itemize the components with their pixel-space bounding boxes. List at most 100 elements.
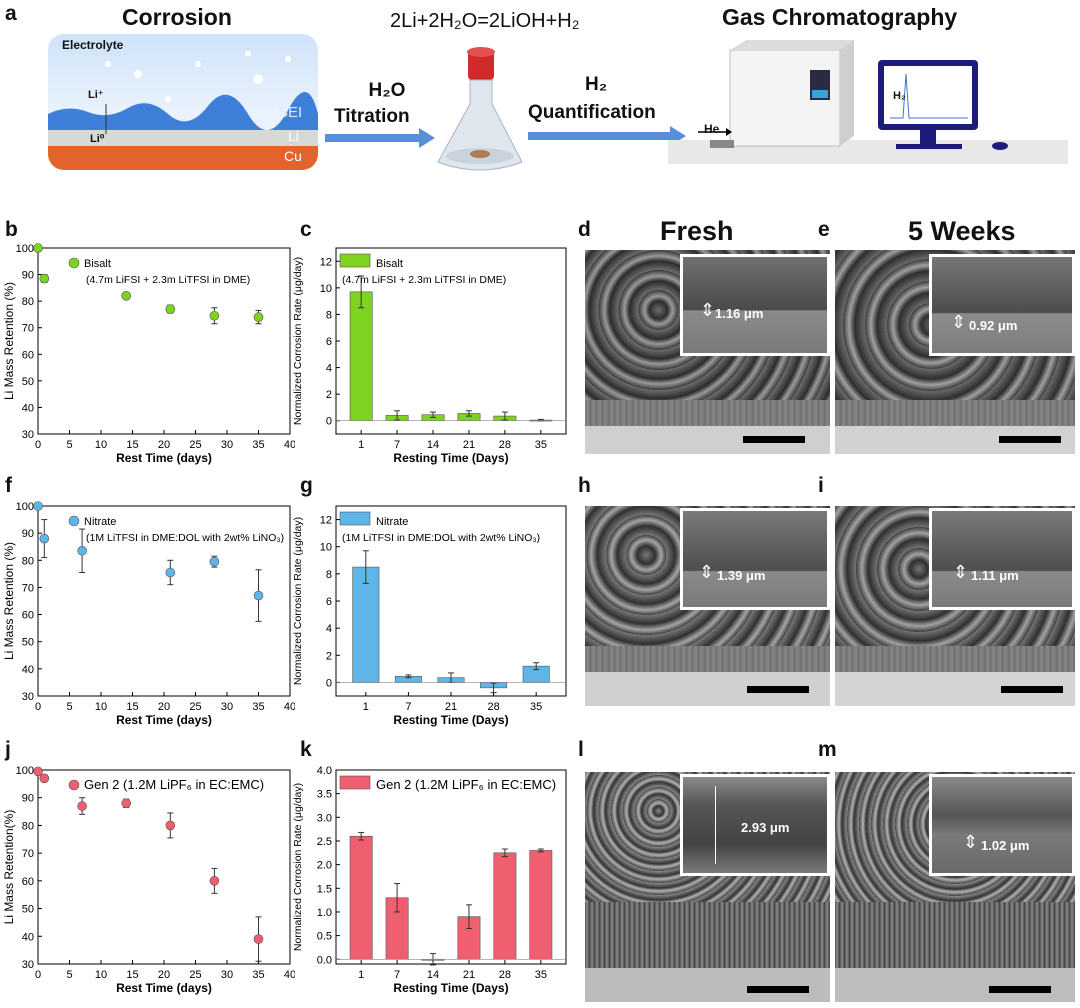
sem-image-i: 1.11 μm ⇕: [835, 506, 1075, 706]
y-tick-label: 60: [22, 876, 34, 888]
y-tick-label: 12: [320, 515, 332, 527]
legend-marker: [68, 515, 80, 527]
bar: [529, 850, 553, 960]
data-point: [77, 801, 87, 811]
y-tick-label: 0.0: [317, 954, 332, 966]
thickness-label-m: 1.02 μm: [981, 838, 1030, 853]
scale-bar: [1001, 686, 1063, 693]
legend-marker: [339, 253, 371, 268]
panel-label-e: e: [818, 218, 830, 241]
data-point: [165, 567, 176, 578]
data-point: [39, 533, 50, 544]
y-tick-label: 60: [22, 349, 34, 361]
x-tick-label: 10: [95, 701, 107, 713]
gc-title: Gas Chromatography: [722, 4, 958, 30]
arrow-right-icon: [528, 126, 686, 146]
x-tick-label: 7: [405, 701, 411, 713]
y-tick-label: 100: [16, 501, 34, 513]
x-tick-label: 28: [499, 439, 511, 451]
x-tick-label: 35: [252, 969, 264, 981]
y-tick-label: 4.0: [317, 765, 332, 777]
double-arrow-icon: ⇕: [953, 562, 969, 582]
x-tick-label: 15: [126, 969, 138, 981]
y-tick-label: 50: [22, 904, 34, 916]
data-point: [209, 876, 220, 886]
double-arrow-icon: [715, 786, 716, 864]
data-point: [165, 820, 176, 831]
x-axis-label: Resting Time (Days): [393, 981, 508, 995]
gc-instrument-graphic: [668, 40, 1068, 164]
x-tick-label: 40: [284, 969, 295, 981]
y-tick-label: 40: [22, 402, 34, 414]
y-axis-label: Normalized Corrosion Rate (μg/day): [292, 257, 304, 425]
legend-detail: (4.7m LiFSI + 2.3m LiTFSI in DME): [342, 274, 506, 286]
x-tick-label: 30: [221, 439, 233, 451]
flask-icon: [437, 47, 523, 171]
data-point: [121, 291, 131, 301]
sem-image-h: 1.39 μm ⇕: [585, 506, 830, 706]
reaction-equation: 2Li+2H₂O=2LiOH+H₂: [390, 10, 580, 32]
x-tick-label: 15: [126, 701, 138, 713]
data-point: [253, 590, 264, 601]
y-tick-label: 4: [326, 623, 332, 635]
legend-marker: [339, 511, 371, 526]
arrow-right-icon: [325, 128, 435, 148]
panel-label-d: d: [578, 218, 591, 241]
five-weeks-heading: 5 Weeks: [908, 216, 1016, 246]
data-point: [209, 310, 220, 321]
double-arrow-icon: ⇕: [700, 300, 716, 320]
data-point: [39, 773, 50, 784]
data-point: [33, 243, 43, 253]
y-axis-label: Normalized Corrosion Rate (μg/day): [292, 783, 304, 951]
y-tick-label: 70: [22, 582, 34, 594]
h2-label: H₂: [585, 74, 608, 95]
x-tick-label: 20: [158, 701, 170, 713]
data-point: [253, 934, 264, 944]
double-arrow-icon: ⇕: [951, 312, 967, 332]
x-tick-label: 21: [463, 439, 475, 451]
y-tick-label: 90: [22, 270, 34, 282]
x-tick-label: 21: [463, 969, 475, 981]
panel-label-b: b: [5, 218, 18, 241]
x-tick-label: 7: [394, 439, 400, 451]
x-tick-label: 30: [221, 969, 233, 981]
chart-k: 0.0 0.5 1.0 1.5 2.0 2.5 3.0 3.5 4.0 1 7 14 21 28 35 Gen…: [292, 765, 567, 995]
x-axis-label: Resting Time (Days): [393, 451, 508, 465]
x-tick-label: 25: [189, 969, 201, 981]
y-tick-label: 80: [22, 820, 34, 832]
y-axis-label: Li Mass Retention (%): [2, 282, 16, 400]
y-tick-label: 50: [22, 376, 34, 388]
x-tick-label: 40: [284, 701, 295, 713]
scale-bar: [989, 986, 1051, 993]
y-tick-label: 100: [16, 765, 34, 777]
y-tick-label: 4: [326, 363, 332, 375]
x-tick-label: 10: [95, 969, 107, 981]
x-tick-label: 1: [358, 439, 364, 451]
x-tick-label: 30: [221, 701, 233, 713]
x-tick-label: 40: [284, 439, 295, 451]
legend-label: Bisalt: [84, 258, 111, 270]
x-axis-label: Resting Time (Days): [393, 713, 508, 727]
y-tick-label: 3.0: [317, 812, 332, 824]
panel-label-k: k: [300, 738, 312, 761]
panel-label-m: m: [818, 738, 837, 761]
panel-label-f: f: [5, 474, 12, 497]
panel-label-g: g: [300, 474, 313, 497]
y-tick-label: 30: [22, 429, 34, 441]
y-tick-label: 10: [320, 283, 332, 295]
thickness-label-e: 0.92 μm: [969, 318, 1018, 333]
scale-bar: [999, 436, 1061, 443]
y-tick-label: 90: [22, 793, 34, 805]
y-tick-label: 30: [22, 691, 34, 703]
legend-label: Nitrate: [376, 516, 408, 528]
sei-label: SEI: [278, 104, 303, 121]
x-axis-label: Rest Time (days): [116, 451, 212, 465]
electrolyte-label: Electrolyte: [62, 38, 124, 52]
li-ion-label: Li⁺: [88, 89, 104, 101]
h2o-label: H₂O: [368, 80, 406, 101]
corrosion-title: Corrosion: [122, 4, 232, 30]
legend-detail: (4.7m LiFSI + 2.3m LiTFSI in DME): [86, 274, 250, 286]
y-tick-label: 2.5: [317, 836, 332, 848]
y-tick-label: 2: [326, 650, 332, 662]
x-tick-label: 0: [35, 701, 41, 713]
